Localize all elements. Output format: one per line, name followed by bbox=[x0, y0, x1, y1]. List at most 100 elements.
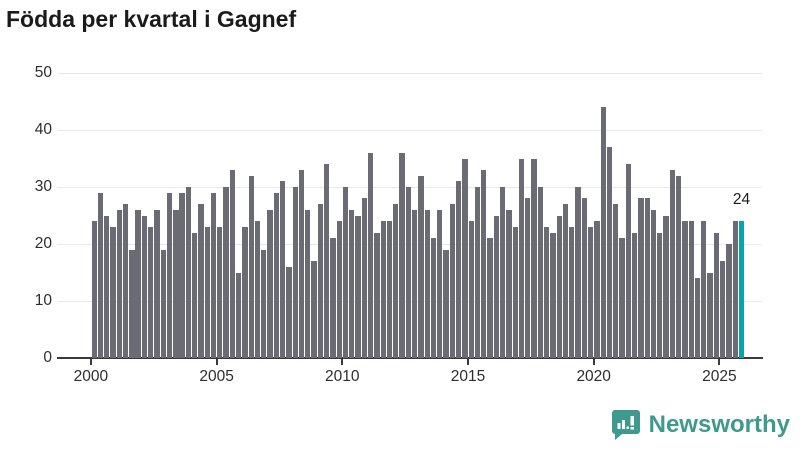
gridline-y-50 bbox=[58, 72, 762, 74]
bar bbox=[525, 198, 531, 358]
bar bbox=[412, 209, 418, 358]
x-axis-tick-2025 bbox=[718, 359, 721, 365]
bar bbox=[562, 204, 569, 358]
gridline-y-40 bbox=[58, 129, 762, 131]
bar bbox=[619, 238, 625, 358]
bar bbox=[613, 204, 619, 358]
bar bbox=[581, 198, 588, 358]
bar bbox=[531, 158, 537, 358]
bar bbox=[443, 249, 449, 358]
bar bbox=[625, 164, 632, 358]
newsworthy-logo-text: Newsworthy bbox=[648, 411, 790, 438]
bar bbox=[254, 221, 261, 358]
bar bbox=[713, 232, 719, 358]
bar bbox=[544, 226, 550, 358]
bar bbox=[449, 204, 456, 358]
bar bbox=[380, 221, 386, 358]
bar bbox=[336, 221, 342, 358]
x-axis-tick-2005 bbox=[215, 359, 218, 365]
bar bbox=[500, 187, 506, 358]
bar bbox=[204, 226, 210, 358]
bar bbox=[280, 181, 286, 358]
bar bbox=[606, 147, 613, 358]
bar bbox=[424, 209, 430, 358]
bar bbox=[462, 158, 468, 358]
bar bbox=[368, 152, 374, 358]
bar bbox=[644, 198, 650, 358]
bar bbox=[361, 198, 368, 358]
bar bbox=[141, 215, 148, 358]
x-axis-label-2020: 2020 bbox=[576, 368, 611, 385]
bar bbox=[311, 261, 317, 358]
bar bbox=[682, 221, 688, 358]
bar bbox=[405, 187, 412, 358]
newsworthy-logo[interactable]: Newsworthy bbox=[611, 409, 790, 441]
bar bbox=[210, 192, 217, 358]
bar bbox=[676, 175, 682, 358]
x-axis-label-2000: 2000 bbox=[73, 368, 109, 385]
y-axis-label-50: 50 bbox=[34, 64, 52, 81]
y-axis-label-0: 0 bbox=[43, 349, 52, 366]
x-axis-label-2015: 2015 bbox=[450, 368, 486, 385]
bar bbox=[588, 226, 594, 358]
bar bbox=[104, 215, 110, 358]
bar bbox=[342, 187, 349, 358]
bar bbox=[374, 232, 380, 358]
bar bbox=[330, 238, 336, 358]
bar bbox=[229, 169, 236, 358]
bar bbox=[418, 175, 424, 358]
bar bbox=[286, 266, 292, 358]
bar bbox=[569, 226, 575, 358]
y-axis-label-20: 20 bbox=[34, 235, 52, 252]
bar bbox=[575, 187, 581, 358]
bar bbox=[506, 209, 512, 358]
bar bbox=[638, 198, 644, 358]
bar bbox=[298, 169, 305, 358]
x-axis-label-2005: 2005 bbox=[199, 368, 234, 385]
bar bbox=[468, 221, 474, 358]
bar bbox=[273, 192, 280, 358]
bar bbox=[657, 232, 663, 358]
bar bbox=[166, 192, 173, 358]
bar bbox=[317, 204, 324, 358]
bar bbox=[688, 221, 694, 358]
bar bbox=[154, 209, 160, 358]
bar bbox=[487, 238, 493, 358]
bar bbox=[305, 209, 311, 358]
bar bbox=[116, 209, 122, 358]
bar-latest-quarter bbox=[738, 221, 745, 358]
bar bbox=[198, 204, 204, 358]
bar bbox=[650, 209, 657, 358]
bar bbox=[192, 232, 198, 358]
bar bbox=[160, 249, 166, 358]
bar bbox=[694, 278, 701, 358]
x-axis-label-2025: 2025 bbox=[702, 368, 737, 385]
bar bbox=[110, 226, 116, 358]
x-axis-tick-2020 bbox=[592, 359, 595, 365]
bar bbox=[594, 221, 600, 358]
bar bbox=[386, 221, 393, 358]
bar bbox=[135, 209, 141, 358]
y-axis-label-40: 40 bbox=[34, 121, 52, 138]
bar bbox=[663, 215, 669, 358]
bar bbox=[242, 226, 248, 358]
bar bbox=[512, 226, 518, 358]
bar bbox=[129, 249, 135, 358]
bar bbox=[474, 187, 481, 358]
bar bbox=[122, 204, 129, 358]
bar bbox=[556, 215, 562, 358]
bar bbox=[493, 215, 500, 358]
bar bbox=[430, 238, 437, 358]
bar bbox=[324, 164, 330, 358]
bar bbox=[179, 192, 185, 358]
last-value-annotation: 24 bbox=[732, 191, 751, 209]
bar bbox=[550, 232, 556, 358]
bar bbox=[437, 209, 443, 358]
bar bbox=[267, 209, 273, 358]
x-axis-tick-2015 bbox=[467, 359, 469, 365]
bar bbox=[148, 226, 154, 358]
bar bbox=[481, 169, 487, 358]
x-axis-line bbox=[57, 357, 763, 359]
